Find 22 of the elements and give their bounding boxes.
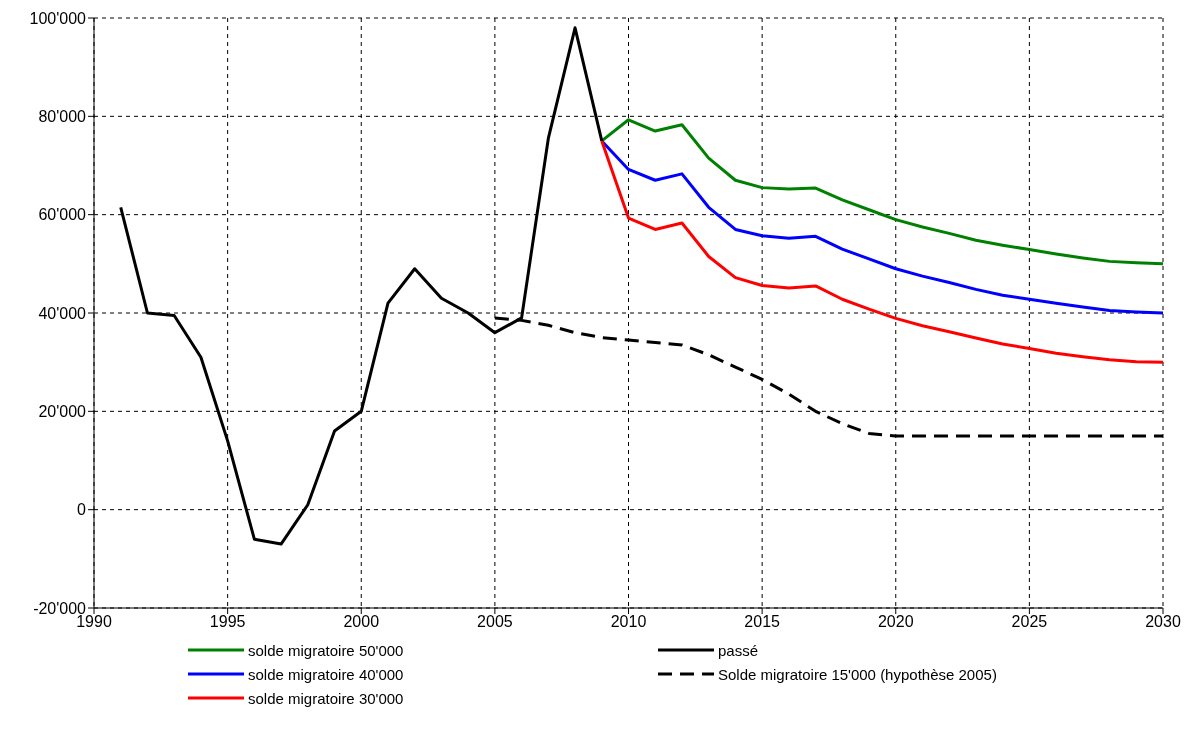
legend-label: passé	[718, 641, 759, 659]
y-tick-label: 40'000	[38, 304, 87, 322]
x-tick-label: 2025	[1011, 613, 1048, 631]
legend-label: Solde migratoire 15'000 (hypothèse 2005)	[718, 665, 997, 683]
y-tick-label: 80'000	[38, 108, 87, 126]
legend-label: solde migratoire 30'000	[248, 689, 404, 707]
x-tick-label: 2020	[877, 613, 914, 631]
x-tick-label: 2000	[343, 613, 380, 631]
line-series	[600, 118, 1163, 266]
y-tick-label: 20'000	[38, 403, 87, 421]
x-tick-label: 2030	[1145, 613, 1181, 631]
x-tick-label: 1990	[76, 613, 112, 631]
y-tick-label: 60'000	[38, 206, 87, 224]
legend-label: solde migratoire 50'000	[248, 641, 404, 659]
x-tick-label: 2015	[744, 613, 781, 631]
x-tick-label: 2005	[477, 613, 513, 631]
line-series	[600, 139, 1163, 364]
y-tick-label: 0	[77, 501, 87, 519]
x-tick-label: 1995	[209, 613, 246, 631]
y-tick-label: 100'000	[29, 9, 87, 27]
x-tick-label: 2010	[610, 613, 647, 631]
legend-label: solde migratoire 40'000	[248, 665, 404, 683]
